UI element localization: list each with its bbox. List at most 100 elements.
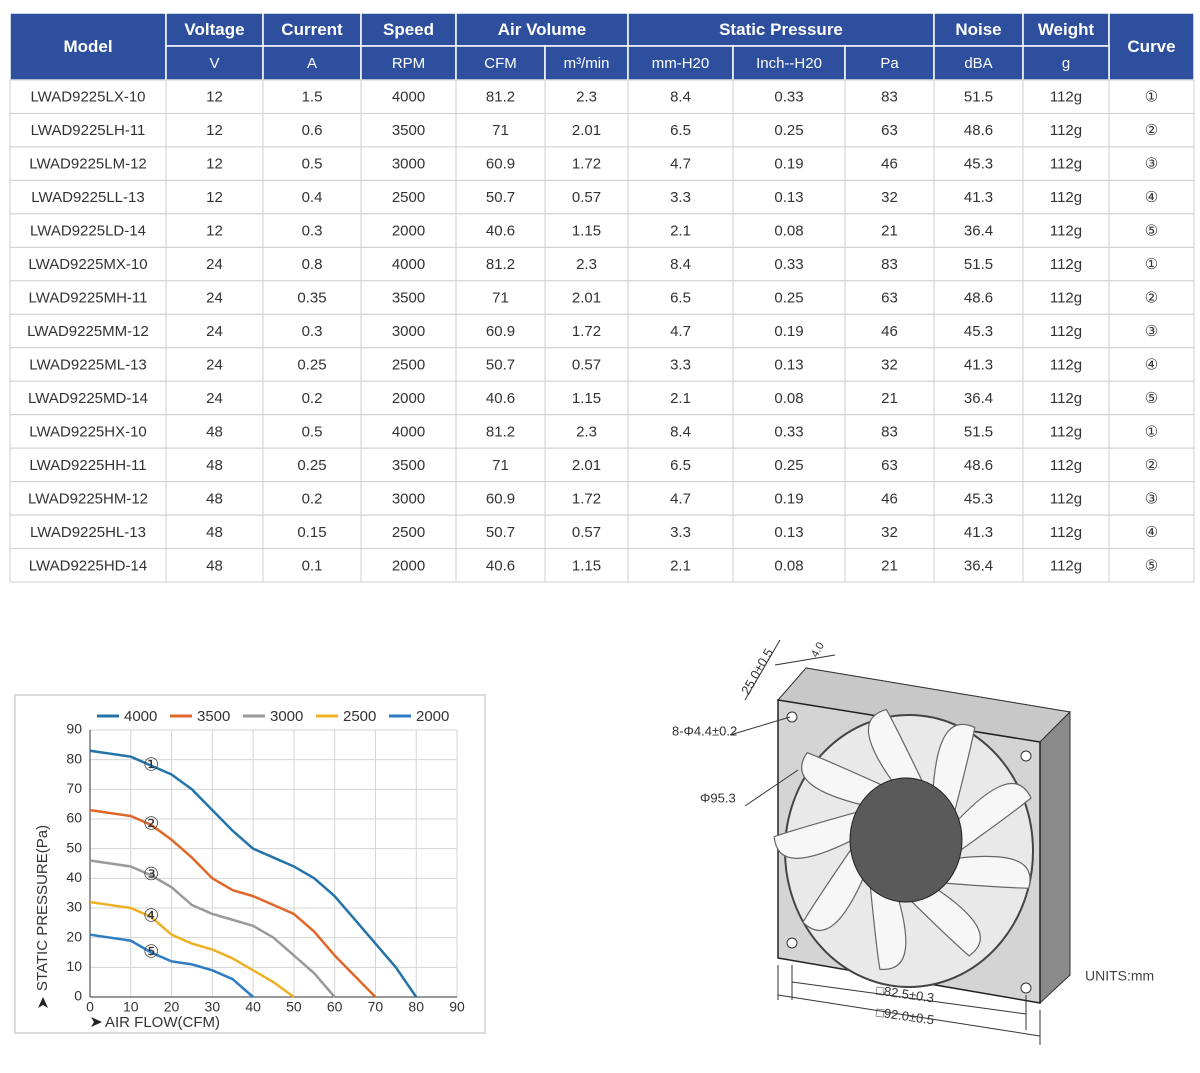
cell-text: 3.3 xyxy=(670,524,691,541)
table-cell xyxy=(455,380,546,416)
legend-label: 2000 xyxy=(416,708,449,725)
table-cell xyxy=(9,213,167,248)
fan-side xyxy=(1039,710,1071,1005)
cell-text: 0.35 xyxy=(297,290,326,307)
cell-text: ⑤ xyxy=(1145,223,1158,240)
header-label: Model xyxy=(63,37,112,56)
table-cell xyxy=(844,280,935,315)
cell-text: 0.33 xyxy=(774,89,803,106)
table-cell xyxy=(1108,146,1195,181)
cell-text: 51.5 xyxy=(964,423,993,440)
cell-text: 12 xyxy=(206,156,223,173)
table-cell xyxy=(1108,179,1195,215)
cell-text: 24 xyxy=(206,390,223,407)
series-line xyxy=(89,900,295,999)
unit-label: A xyxy=(307,55,317,72)
cell-text: 2000 xyxy=(392,223,425,240)
cell-text: 63 xyxy=(881,290,898,307)
table-cell xyxy=(165,313,264,349)
cell-text: 71 xyxy=(492,122,509,139)
table-cell xyxy=(933,414,1024,449)
header-label: Air Volume xyxy=(498,20,586,39)
table-cell xyxy=(732,514,846,550)
table-cell xyxy=(360,280,457,315)
header-label: Noise xyxy=(955,20,1001,39)
table-cell xyxy=(262,548,362,583)
cell-text: 51.5 xyxy=(964,89,993,106)
axis-arrow xyxy=(38,997,48,1008)
cell-text: 2500 xyxy=(392,524,425,541)
table-cell xyxy=(627,313,734,349)
cell-text: 112g xyxy=(1050,557,1082,574)
cell-text: 71 xyxy=(492,457,509,474)
table-cell xyxy=(165,79,264,114)
cell-text: 24 xyxy=(206,323,223,340)
cell-text: 0.5 xyxy=(302,156,323,173)
table-cell xyxy=(732,79,846,114)
cell-text: LWAD9225HM-12 xyxy=(28,490,148,507)
table-cell xyxy=(732,280,846,315)
cell-text: ⑤ xyxy=(1145,557,1158,574)
table-cell xyxy=(9,447,167,483)
table-cell xyxy=(544,548,629,583)
curve-label: ① xyxy=(143,754,159,774)
y-tick-label: 20 xyxy=(66,928,82,944)
dimension-line xyxy=(774,654,836,666)
cell-text: 0.19 xyxy=(774,156,803,173)
table-cell xyxy=(544,112,629,148)
table-cell xyxy=(360,146,457,181)
cell-text: 0.5 xyxy=(302,423,323,440)
unit-cell xyxy=(360,45,457,81)
cell-text: 0.08 xyxy=(774,223,803,240)
cell-text: 63 xyxy=(881,122,898,139)
cell-text: 112g xyxy=(1050,122,1082,139)
series-line xyxy=(89,749,418,998)
cell-text: LWAD9225HH-11 xyxy=(29,457,146,474)
cell-text: 0.57 xyxy=(572,524,601,541)
cell-text: 24 xyxy=(206,356,223,373)
series-line xyxy=(89,859,336,998)
dimension-line xyxy=(744,639,781,701)
table-cell xyxy=(360,414,457,449)
cell-text: LWAD9225ML-13 xyxy=(29,356,147,373)
cell-text: 41.3 xyxy=(964,524,993,541)
y-tick-label: 90 xyxy=(66,721,82,737)
cell-text: 3500 xyxy=(392,457,425,474)
table-cell xyxy=(360,347,457,382)
table-cell xyxy=(165,548,264,583)
table-cell xyxy=(933,481,1024,516)
curve-label: ② xyxy=(143,814,159,834)
table-cell xyxy=(262,246,362,282)
table-cell xyxy=(455,246,546,282)
cell-text: 0.2 xyxy=(302,490,323,507)
cell-text: 24 xyxy=(206,290,223,307)
x-tick-label: 10 xyxy=(123,999,139,1015)
cell-text: 12 xyxy=(206,89,223,106)
x-axis-label: AIR FLOW(CFM) xyxy=(105,1014,220,1031)
table-cell xyxy=(732,548,846,583)
unit-cell xyxy=(732,45,846,81)
table-cell xyxy=(544,179,629,215)
cell-text: LWAD9225LD-14 xyxy=(30,223,146,240)
table-cell xyxy=(1022,380,1110,416)
cell-text: 112g xyxy=(1050,423,1082,440)
curve-label: ⑤ xyxy=(143,941,159,961)
table-cell xyxy=(1108,514,1195,550)
header-cell xyxy=(165,12,264,47)
table-cell xyxy=(627,514,734,550)
cell-text: 0.08 xyxy=(774,557,803,574)
table-cell xyxy=(544,213,629,248)
unit-label: Inch--H20 xyxy=(756,55,822,72)
cell-text: 2500 xyxy=(392,189,425,206)
cell-text: 4000 xyxy=(392,256,425,273)
y-axis-label: STATIC PRESSURE(Pa) xyxy=(34,825,51,991)
unit-cell xyxy=(544,45,629,81)
table-cell xyxy=(544,514,629,550)
cell-text: 48.6 xyxy=(964,122,993,139)
cell-text: LWAD9225MH-11 xyxy=(29,290,148,307)
cell-text: 2.01 xyxy=(572,457,601,474)
cell-text: 12 xyxy=(206,189,223,206)
table-cell xyxy=(627,347,734,382)
cell-text: 40.6 xyxy=(486,557,515,574)
table-cell xyxy=(1108,347,1195,382)
